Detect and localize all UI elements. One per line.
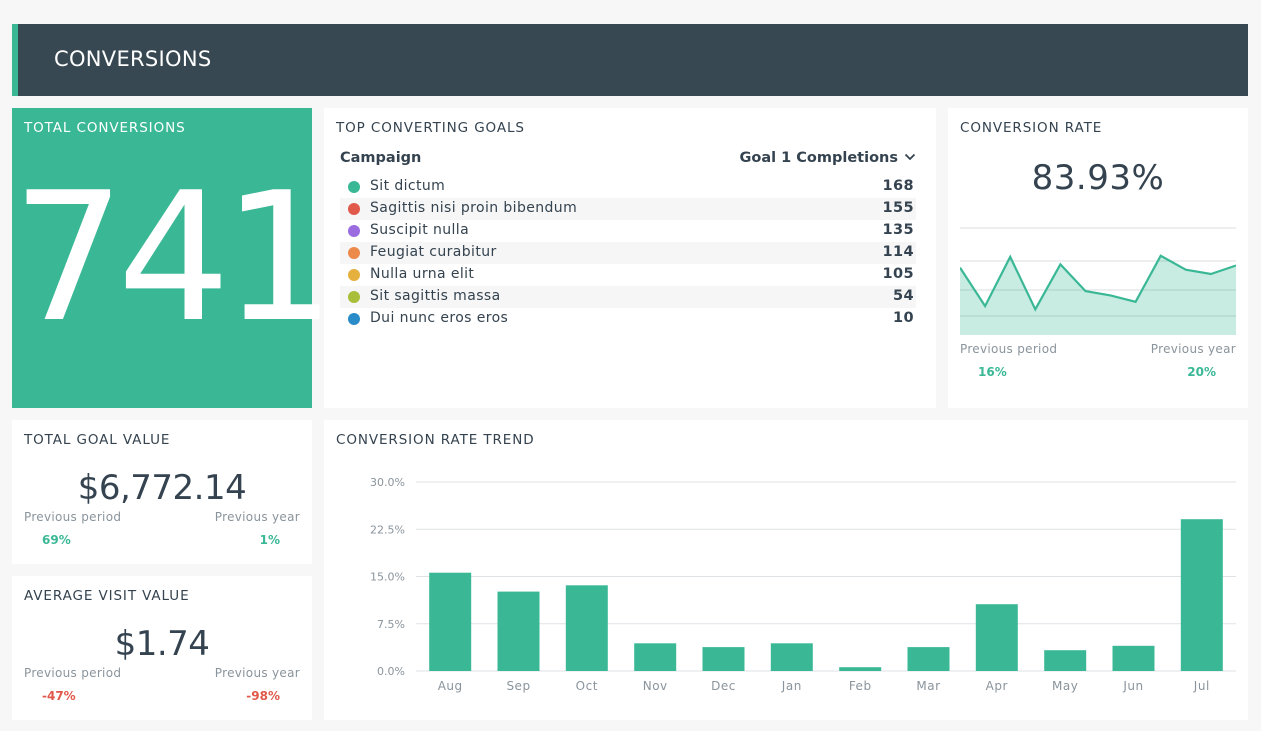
prev-year-value: 20% [1187, 365, 1216, 379]
bar-feb[interactable] [839, 667, 882, 671]
total-conversions-title: TOTAL CONVERSIONS [24, 120, 186, 136]
bar-oct[interactable] [565, 585, 608, 671]
x-tick-label: Aug [438, 679, 463, 693]
prev-year-value: 1% [259, 533, 280, 547]
goal-row: Sit dictum 168 [340, 176, 916, 198]
x-tick-label: Dec [711, 679, 736, 693]
x-tick-label: Feb [849, 679, 872, 693]
y-tick-label: 30.0% [370, 476, 405, 489]
average-visit-value: $1.74 [114, 624, 210, 664]
goal-color-dot [348, 291, 360, 303]
total-goal-value: $6,772.14 [77, 468, 247, 508]
total-conversions-card: TOTAL CONVERSIONS 741 [12, 108, 336, 408]
conversion-rate-value: 83.93% [1031, 158, 1165, 198]
prev-period-label: Previous period [24, 666, 122, 680]
bar-jan[interactable] [770, 643, 813, 671]
prev-year-value: -98% [246, 689, 280, 703]
bar-aug[interactable] [429, 572, 472, 671]
chevron-down-icon [904, 153, 916, 161]
prev-period-label: Previous period [24, 510, 122, 524]
average-visit-value-card: AVERAGE VISIT VALUE $1.74 Previous perio… [12, 576, 312, 720]
goal-name: Sit dictum [370, 178, 446, 194]
conversion-rate-title: CONVERSION RATE [960, 120, 1103, 136]
x-tick-label: Oct [576, 679, 598, 693]
goal-name: Dui nunc eros eros [370, 310, 509, 326]
bar-jul[interactable] [1180, 519, 1223, 671]
conversion-rate-sparkline [960, 227, 1236, 335]
y-tick-label: 0.0% [377, 665, 405, 678]
conversion-rate-trend-card: 0.0% 7.5% 15.0% 22.5% 30.0% Aug Sep Oct Nov Dec Ja… [324, 420, 1248, 720]
goal-name: Nulla urna elit [370, 266, 475, 282]
goal-name: Sagittis nisi proin bibendum [370, 200, 578, 216]
goal-color-dot [348, 269, 360, 281]
y-tick-label: 15.0% [370, 571, 405, 584]
prev-period-value: 69% [42, 533, 71, 547]
bar-may[interactable] [1044, 650, 1087, 671]
x-tick-label: Mar [916, 679, 940, 693]
goals-table-header: Campaign Goal 1 Completions [340, 150, 916, 170]
dashboard-title: CONVERSIONS [54, 47, 212, 71]
y-tick-label: 7.5% [377, 618, 405, 631]
top-goals-card: TOP CONVERTING GOALS Campaign Goal 1 Com… [324, 108, 936, 408]
goal-row: Sagittis nisi proin bibendum 155 [340, 198, 916, 220]
goal-value: 10 [893, 310, 914, 326]
conversion-rate-trend-chart: 0.0% 7.5% 15.0% 22.5% 30.0% Aug Sep Oct Nov Dec Ja… [370, 476, 1236, 693]
metric-dropdown[interactable]: Goal 1 Completions [739, 150, 916, 166]
prev-period-label: Previous period [960, 342, 1058, 356]
goal-row: Suscipit nulla 135 [340, 220, 916, 242]
bar-mar[interactable] [907, 647, 950, 671]
bar-nov[interactable] [634, 643, 677, 671]
x-tick-label: May [1052, 679, 1078, 693]
x-tick-label: Sep [506, 679, 530, 693]
goal-color-dot [348, 313, 360, 325]
prev-period-value: 16% [978, 365, 1007, 379]
dashboard-header: CONVERSIONS [12, 24, 1248, 96]
bar-dec[interactable] [702, 647, 745, 671]
goal-color-dot [348, 181, 360, 193]
top-goals-title: TOP CONVERTING GOALS [336, 120, 525, 136]
prev-year-label: Previous year [214, 666, 300, 680]
trend-chart-title: CONVERSION RATE TREND [336, 432, 535, 448]
goals-list: Sit dictum 168 Sagittis nisi proin biben… [340, 176, 916, 330]
conversion-rate-card: CONVERSION RATE 83.93% Previous period 1… [948, 108, 1248, 408]
prev-year-label: Previous year [214, 510, 300, 524]
total-goal-value-title: TOTAL GOAL VALUE [24, 432, 171, 448]
goal-row: Nulla urna elit 105 [340, 264, 916, 286]
bar-sep[interactable] [497, 591, 540, 671]
y-tick-label: 22.5% [370, 523, 405, 536]
average-visit-value-title: AVERAGE VISIT VALUE [24, 588, 190, 604]
sparkline-line [960, 254, 1236, 312]
goal-color-dot [348, 203, 360, 215]
total-goal-value-card: TOTAL GOAL VALUE $6,772.14 Previous peri… [12, 420, 312, 564]
goal-value: 105 [882, 266, 914, 282]
goal-row: Feugiat curabitur 114 [340, 242, 916, 264]
goal-value: 168 [882, 178, 914, 194]
sparkline-area [960, 255, 1236, 335]
x-tick-label: Apr [986, 679, 1008, 693]
goal-value: 135 [882, 222, 914, 238]
goal-row: Sit sagittis massa 54 [340, 286, 916, 308]
x-tick-label: Jun [1122, 679, 1143, 693]
bar-jun[interactable] [1112, 645, 1155, 671]
metric-dropdown-label: Goal 1 Completions [739, 150, 898, 166]
x-tick-label: Jul [1193, 679, 1210, 693]
x-tick-label: Nov [643, 679, 668, 693]
prev-year-label: Previous year [1150, 342, 1236, 356]
goal-value: 155 [882, 200, 914, 216]
prev-period-value: -47% [42, 689, 76, 703]
goal-name: Sit sagittis massa [370, 288, 501, 304]
goal-name: Feugiat curabitur [370, 244, 497, 260]
x-tick-label: Jan [781, 679, 802, 693]
goal-color-dot [348, 225, 360, 237]
total-conversions-value: 741 [12, 154, 336, 361]
goal-color-dot [348, 247, 360, 259]
goal-name: Suscipit nulla [370, 222, 470, 238]
bar-apr[interactable] [975, 604, 1018, 671]
campaign-column-header: Campaign [340, 150, 422, 166]
goal-row: Dui nunc eros eros 10 [340, 308, 916, 330]
goal-value: 114 [882, 244, 914, 260]
goal-value: 54 [893, 288, 914, 304]
